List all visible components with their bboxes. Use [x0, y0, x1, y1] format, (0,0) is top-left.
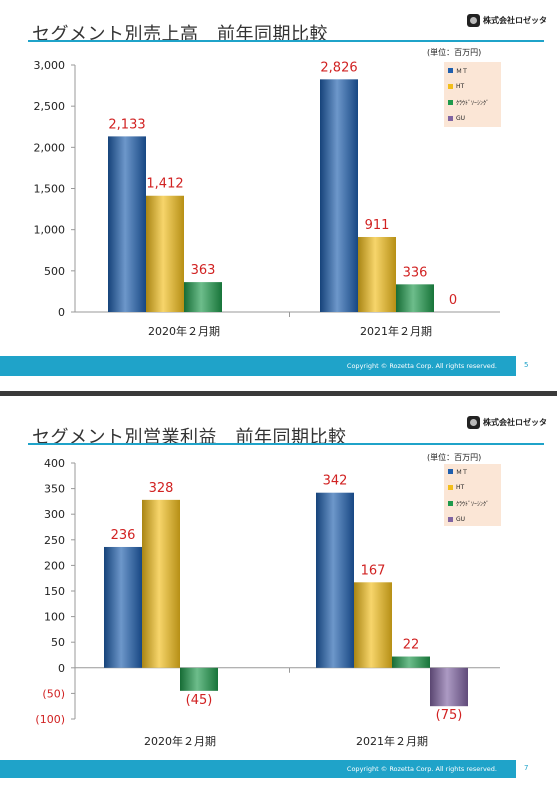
- company-logo: 株式会社ロゼッタ: [467, 14, 547, 27]
- y-tick-label: 0: [58, 662, 65, 675]
- bar-ht: [354, 582, 392, 668]
- bar-mt: [316, 492, 354, 668]
- data-label-ht: 1,412: [146, 177, 183, 192]
- y-tick-label: 300: [44, 508, 65, 521]
- bar-ht: [146, 195, 184, 312]
- y-tick-label: 50: [51, 636, 65, 649]
- y-tick-label: 250: [44, 534, 65, 547]
- legend-item-ht: HT: [448, 482, 464, 492]
- y-tick-label: 500: [44, 265, 65, 278]
- unit-label: (単位：百万円): [427, 453, 482, 462]
- legend-label-gu: GU: [456, 515, 466, 523]
- slide-sales: セグメント別売上高 前年同期比較 株式会社ロゼッタ 0 500 1,000 1,500…: [0, 0, 557, 382]
- company-name: 株式会社ロゼッタ: [483, 418, 547, 427]
- data-label-mt: 2,826: [320, 60, 357, 75]
- legend-label-mt: ＭＴ: [456, 67, 469, 75]
- footer-bar: Copyright © Rozetta Corp. All rights res…: [0, 356, 516, 376]
- data-label-gu: 0: [449, 293, 457, 308]
- bar-cloud: [392, 656, 430, 668]
- page-number: 5: [524, 361, 529, 369]
- legend-label-cloud: ｸﾗｳﾄﾞｿｰｼﾝｸﾞ: [456, 500, 490, 508]
- legend-swatch-cloud: [448, 99, 453, 105]
- x-category-label: 2021年２月期: [356, 734, 428, 748]
- legend-swatch-gu: [448, 516, 453, 522]
- title-underline: [28, 40, 544, 42]
- legend-item-gu: GU: [448, 113, 465, 123]
- legend-item-mt: ＭＴ: [448, 466, 468, 476]
- legend-swatch-ht: [448, 83, 453, 89]
- y-tick-label: 0: [58, 306, 65, 319]
- legend-item-cloud: ｸﾗｳﾄﾞｿｰｼﾝｸﾞ: [448, 498, 489, 508]
- data-label-cloud: 336: [403, 265, 428, 280]
- legend-label-mt: ＭＴ: [456, 468, 469, 476]
- bar-gu: [430, 667, 468, 707]
- legend-swatch-mt: [448, 67, 453, 73]
- legend-label-ht: HT: [456, 82, 465, 90]
- bar-ht: [358, 236, 396, 312]
- slide-separator: [0, 391, 557, 396]
- legend-label-gu: GU: [456, 114, 466, 122]
- company-logo: 株式会社ロゼッタ: [467, 416, 547, 429]
- y-tick-label: (50): [42, 687, 65, 700]
- x-category-label: 2020年２月期: [148, 324, 220, 338]
- legend-label-ht: HT: [456, 483, 465, 491]
- sales-bar-chart: 0 500 1,000 1,500 2,000 2,500 3,000 2020年２月期 202…: [34, 59, 500, 338]
- y-tick-label: 1,500: [34, 183, 66, 196]
- y-tick-label: 100: [44, 611, 65, 624]
- data-label-gu: (75): [436, 708, 463, 723]
- title-underline: [28, 443, 544, 445]
- legend-item-mt: ＭＴ: [448, 65, 468, 75]
- data-label-ht: 328: [149, 481, 174, 496]
- y-tick-label: 150: [44, 585, 65, 598]
- bar-mt: [108, 136, 146, 312]
- unit-label: (単位：百万円): [427, 48, 482, 57]
- legend-label-cloud: ｸﾗｳﾄﾞｿｰｼﾝｸﾞ: [456, 99, 490, 107]
- bar-cloud: [184, 282, 222, 312]
- bar-cloud: [396, 284, 434, 312]
- data-label-ht: 167: [361, 563, 386, 578]
- legend-swatch-ht: [448, 484, 453, 490]
- slide-title: セグメント別売上高 前年同期比較: [32, 24, 328, 45]
- bar-mt: [104, 546, 142, 668]
- x-category-label: 2021年２月期: [360, 324, 432, 338]
- data-label-mt: 236: [111, 528, 136, 543]
- chart-legend: ＭＴ HT ｸﾗｳﾄﾞｿｰｼﾝｸﾞ GU: [444, 464, 501, 526]
- legend-swatch-mt: [448, 468, 453, 474]
- page-number: 7: [524, 764, 529, 772]
- data-label-cloud: 363: [191, 263, 216, 278]
- chart-legend: ＭＴ HT ｸﾗｳﾄﾞｿｰｼﾝｸﾞ GU: [444, 62, 501, 127]
- data-label-ht: 911: [365, 218, 390, 233]
- footer-bar: Copyright © Rozetta Corp. All rights res…: [0, 760, 516, 778]
- y-tick-label: 2,000: [34, 141, 66, 154]
- data-label-mt: 2,133: [108, 117, 145, 132]
- y-tick-label: 350: [44, 483, 65, 496]
- copyright-text: Copyright © Rozetta Corp. All rights res…: [346, 362, 497, 370]
- company-name: 株式会社ロゼッタ: [483, 16, 547, 25]
- x-category-label: 2020年２月期: [144, 734, 216, 748]
- y-tick-label: 2,500: [34, 100, 66, 113]
- legend-item-gu: GU: [448, 514, 465, 524]
- rozetta-logo-icon: [467, 416, 480, 429]
- rozetta-logo-icon: [467, 14, 480, 27]
- bar-cloud: [180, 667, 218, 691]
- profit-bar-chart: (100) (50) 0 50 100 150 200 250 300 350 400 2020年２月…: [35, 457, 500, 748]
- legend-item-cloud: ｸﾗｳﾄﾞｿｰｼﾝｸﾞ: [448, 97, 489, 107]
- slide-operating-profit: セグメント別営業利益 前年同期比較 株式会社ロゼッタ (100) (50) 0 50 1…: [0, 396, 557, 778]
- data-label-mt: 342: [323, 474, 348, 489]
- data-label-cloud: (45): [186, 693, 213, 708]
- y-tick-label: 3,000: [34, 59, 66, 72]
- y-tick-label: (100): [35, 713, 65, 726]
- copyright-text: Copyright © Rozetta Corp. All rights res…: [346, 765, 497, 773]
- legend-swatch-cloud: [448, 500, 453, 506]
- bar-ht: [142, 499, 180, 668]
- y-tick-label: 1,000: [34, 224, 66, 237]
- legend-swatch-gu: [448, 115, 453, 121]
- y-tick-label: 400: [44, 457, 65, 470]
- legend-item-ht: HT: [448, 81, 464, 91]
- slide-title: セグメント別営業利益 前年同期比較: [32, 427, 347, 448]
- bar-mt: [320, 79, 358, 313]
- data-label-cloud: 22: [403, 638, 420, 653]
- y-tick-label: 200: [44, 559, 65, 572]
